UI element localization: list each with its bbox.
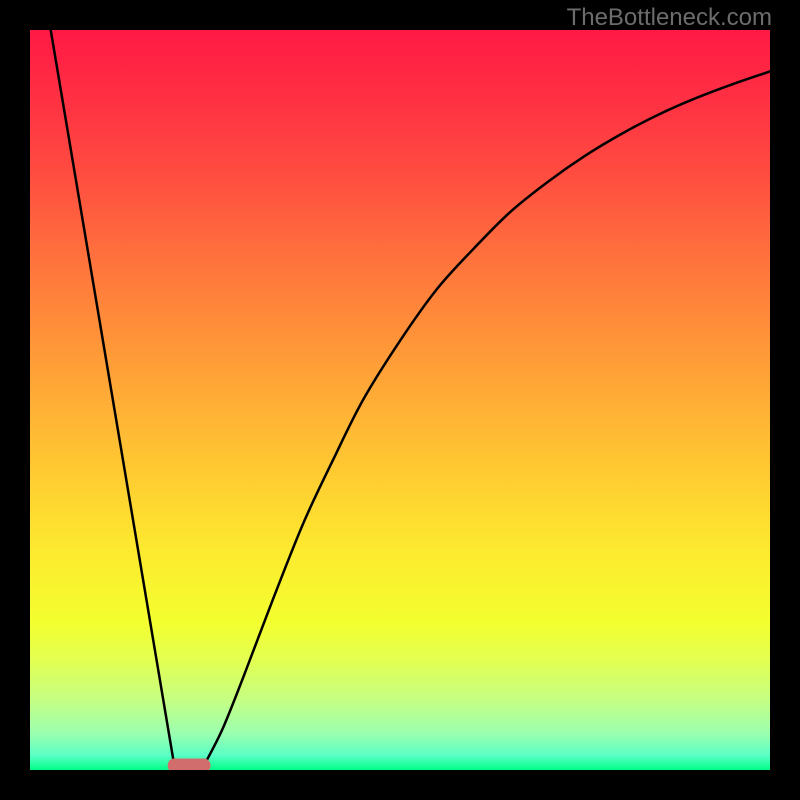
bottleneck-marker <box>168 759 211 770</box>
chart-container: TheBottleneck.com <box>0 0 800 800</box>
plot-area <box>30 30 770 770</box>
watermark-text: TheBottleneck.com <box>567 4 772 32</box>
chart-svg <box>30 30 770 770</box>
